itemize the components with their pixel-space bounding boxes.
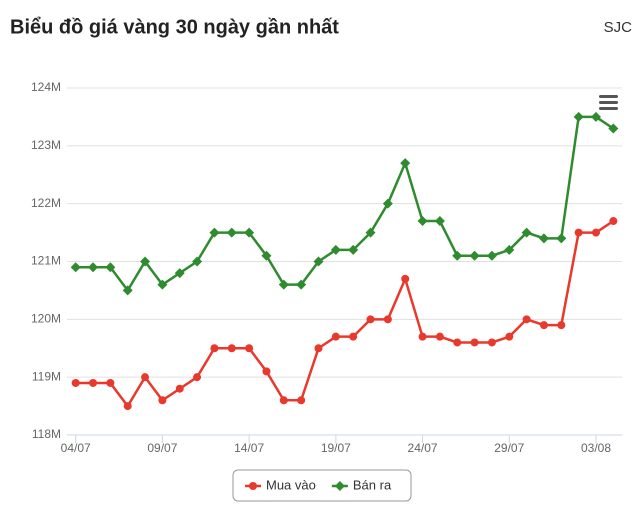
point (158, 396, 167, 405)
point (296, 279, 307, 290)
point (278, 279, 289, 290)
point (330, 244, 341, 255)
point (71, 378, 80, 387)
point (349, 332, 358, 341)
point (193, 373, 202, 382)
y-tick-label: 119M (32, 369, 61, 383)
point (573, 111, 584, 122)
point (348, 244, 359, 255)
point (314, 344, 323, 353)
point (297, 396, 306, 405)
point (174, 268, 185, 279)
point (401, 274, 410, 283)
point (89, 378, 98, 387)
point (574, 228, 583, 237)
legend-marker[interactable] (249, 482, 257, 490)
point (261, 250, 272, 261)
point (382, 198, 393, 209)
menu-bar[interactable] (599, 107, 618, 110)
x-tick-label: 24/07 (408, 441, 438, 455)
point (505, 332, 514, 341)
point (383, 315, 392, 324)
point (331, 332, 340, 341)
subtitle: SJC (604, 19, 633, 36)
x-tick-label: 14/07 (234, 441, 264, 455)
y-tick-label: 122M (31, 196, 61, 210)
y-tick-label: 118M (32, 427, 61, 441)
point (417, 216, 428, 227)
y-tick-label: 123M (31, 138, 61, 152)
legend-label[interactable]: Mua vào (266, 477, 316, 492)
point (453, 338, 462, 347)
point (141, 373, 150, 382)
point (590, 111, 601, 122)
legend-marker[interactable] (334, 481, 345, 491)
point (522, 315, 531, 324)
legend-label[interactable]: Bán ra (353, 477, 392, 492)
y-tick-label: 121M (31, 254, 61, 268)
point (591, 228, 600, 237)
point (88, 262, 99, 273)
point (105, 262, 116, 273)
point (539, 321, 548, 330)
point (279, 396, 288, 405)
point (227, 344, 236, 353)
point (313, 256, 324, 267)
point (469, 250, 480, 261)
point (504, 244, 515, 255)
menu-bar[interactable] (599, 95, 618, 98)
point (245, 344, 254, 353)
point (365, 227, 376, 238)
point (262, 367, 271, 376)
point (157, 279, 168, 290)
point (400, 158, 411, 169)
point (487, 338, 496, 347)
x-tick-label: 04/07 (61, 441, 91, 455)
x-tick-label: 09/07 (147, 441, 177, 455)
point (521, 227, 532, 238)
point (557, 321, 566, 330)
point (435, 332, 444, 341)
point (210, 344, 219, 353)
menu-button[interactable] (596, 92, 620, 116)
point (140, 256, 151, 267)
point (226, 227, 237, 238)
point (609, 217, 618, 226)
point (470, 338, 479, 347)
point (452, 250, 463, 261)
point (123, 402, 132, 411)
point (434, 216, 445, 227)
point (70, 262, 81, 273)
legend-box (232, 469, 412, 502)
point (209, 227, 220, 238)
point (486, 250, 497, 261)
point (418, 332, 427, 341)
chart-title: Biểu đồ giá vàng 30 ngày gần nhất (10, 16, 339, 38)
point (366, 315, 375, 324)
point (122, 285, 133, 296)
y-tick-label: 124M (31, 80, 61, 94)
point (556, 233, 567, 244)
legend-item[interactable]: Mua vào (245, 477, 316, 492)
x-tick-label: 29/07 (494, 441, 524, 455)
point (538, 233, 549, 244)
point (608, 123, 619, 134)
x-tick-label: 19/07 (321, 441, 351, 455)
y-tick-label: 120M (31, 312, 61, 326)
x-tick-label: 03/08 (581, 441, 611, 455)
point (106, 378, 115, 387)
legend-item[interactable]: Bán ra (331, 477, 392, 492)
point (244, 227, 255, 238)
point (175, 384, 184, 393)
menu-bar[interactable] (599, 101, 618, 104)
point (192, 256, 203, 267)
